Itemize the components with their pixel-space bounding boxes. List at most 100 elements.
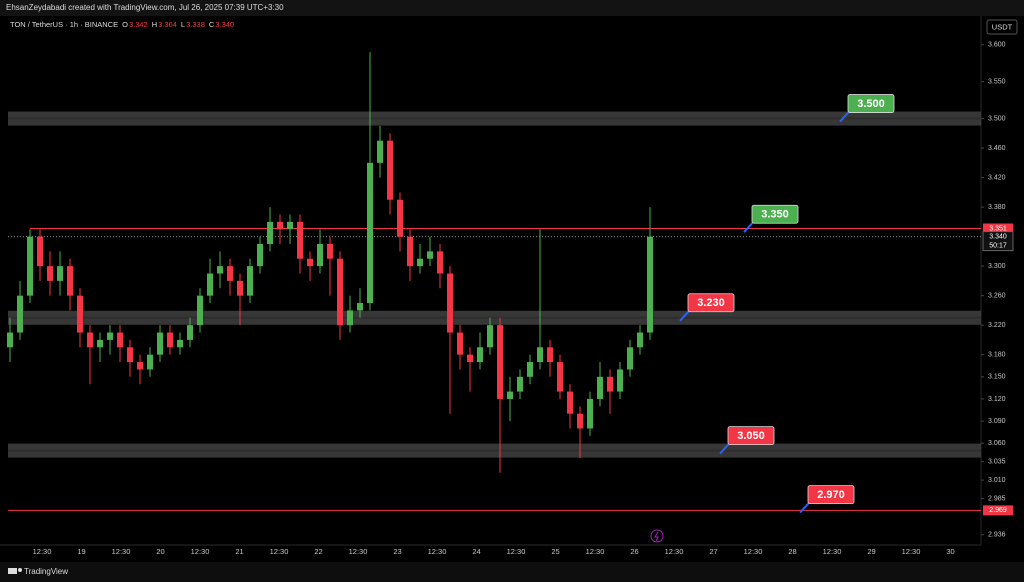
countdown: 50:17 xyxy=(989,242,1007,249)
candle-body xyxy=(367,162,373,304)
candle-body xyxy=(317,243,323,267)
x-tick-label: 30 xyxy=(946,547,954,556)
candle-body xyxy=(337,258,343,326)
candle-body xyxy=(107,332,113,340)
x-tick-label: 12:30 xyxy=(191,547,210,556)
candle-body xyxy=(417,258,423,267)
ohlc-key: C xyxy=(209,20,215,29)
y-tick-label: 3.120 xyxy=(988,396,1006,403)
ohlc-value: 3.342 xyxy=(129,20,148,29)
candle-body xyxy=(237,280,243,296)
x-tick-label: 12:30 xyxy=(112,547,131,556)
candle-body xyxy=(647,236,653,333)
x-tick-label: 28 xyxy=(788,547,796,556)
symbol: TON / TetherUS · 1h · BINANCE xyxy=(10,20,118,29)
y-tick-label: 3.150 xyxy=(988,374,1006,381)
candle-body xyxy=(397,199,403,237)
brand-logo xyxy=(8,568,22,574)
candle-body xyxy=(7,332,13,348)
annotation-label: 3.350 xyxy=(761,209,789,221)
y-tick-label: 2.985 xyxy=(988,495,1006,502)
y-tick-label: 3.300 xyxy=(988,263,1006,270)
y-tick-label: 3.010 xyxy=(988,477,1006,484)
currency-box xyxy=(986,19,1018,35)
candle-body xyxy=(77,295,83,333)
x-tick-label: 25 xyxy=(551,547,559,556)
candle-body xyxy=(537,347,543,363)
candle-body xyxy=(287,221,293,230)
candle-body xyxy=(447,273,453,333)
y-tick-label: 3.060 xyxy=(988,440,1006,447)
x-tick-label: 12:30 xyxy=(665,547,684,556)
ohlc-key: O xyxy=(122,20,128,29)
annotation-box xyxy=(687,293,735,313)
x-tick-label: 12:30 xyxy=(428,547,447,556)
candle-body xyxy=(387,140,393,200)
x-tick-label: 12:30 xyxy=(270,547,289,556)
annotation-box xyxy=(751,204,799,224)
candle-body xyxy=(267,221,273,244)
y-tick-label: 3.420 xyxy=(988,174,1006,181)
x-tick-label: 21 xyxy=(235,547,243,556)
candle-body xyxy=(407,236,413,267)
x-tick-label: 12:30 xyxy=(507,547,526,556)
x-tick-label: 12:30 xyxy=(586,547,605,556)
candle-body xyxy=(307,258,313,267)
x-tick-label: 20 xyxy=(156,547,164,556)
x-tick-label: 12:30 xyxy=(902,547,921,556)
candle-body xyxy=(207,273,213,296)
footer-bar xyxy=(0,562,1024,582)
candle-body xyxy=(547,347,553,363)
candle-body xyxy=(467,354,473,363)
candle-body xyxy=(47,266,53,281)
candle-body xyxy=(297,221,303,259)
candle-body xyxy=(577,413,583,429)
price-badge xyxy=(983,505,1013,516)
price-badge-label: 2.969 xyxy=(989,507,1007,514)
candle-body xyxy=(187,325,193,340)
x-tick-label: 22 xyxy=(314,547,322,556)
x-tick-label: 24 xyxy=(472,547,480,556)
ohlc-key: H xyxy=(152,20,157,29)
candle-body xyxy=(177,339,183,348)
annotation-box xyxy=(847,94,895,113)
candle-body xyxy=(427,251,433,259)
annotation-box xyxy=(807,485,855,505)
candle-body xyxy=(217,266,223,274)
candle-body xyxy=(637,332,643,348)
x-tick-label: 12:30 xyxy=(349,547,368,556)
candle-body xyxy=(277,221,283,230)
candle-body xyxy=(597,376,603,399)
x-tick-label: 12:30 xyxy=(823,547,842,556)
candle-body xyxy=(147,354,153,370)
header-bar xyxy=(0,0,1024,16)
annotation-label: 3.050 xyxy=(737,430,765,442)
candle-body xyxy=(517,376,523,392)
currency: USDT xyxy=(992,22,1013,31)
candle-body xyxy=(57,266,63,281)
candle-body xyxy=(227,266,233,281)
annotation-label: 3.500 xyxy=(857,98,885,110)
candle-body xyxy=(487,325,493,348)
price-badge xyxy=(983,223,1013,234)
candle-body xyxy=(607,376,613,392)
y-tick-label: 3.600 xyxy=(988,42,1006,49)
last-price-label: 3.340 xyxy=(989,233,1007,240)
candle-body xyxy=(17,295,23,333)
ohlc-value: 3.340 xyxy=(215,20,234,29)
y-tick-label: 3.035 xyxy=(988,459,1006,466)
candle-body xyxy=(567,391,573,414)
ohlc-key: L xyxy=(181,20,185,29)
y-tick-label: 3.500 xyxy=(988,115,1006,122)
candle-body xyxy=(347,310,353,326)
candle-body xyxy=(127,347,133,363)
y-tick-label: 3.460 xyxy=(988,145,1006,152)
price-badge-label: 3.351 xyxy=(989,225,1007,232)
brand: TradingView xyxy=(24,567,68,576)
candle-body xyxy=(87,332,93,348)
y-tick-label: 3.090 xyxy=(988,418,1006,425)
candle-body xyxy=(27,236,33,296)
candle-body xyxy=(257,243,263,267)
